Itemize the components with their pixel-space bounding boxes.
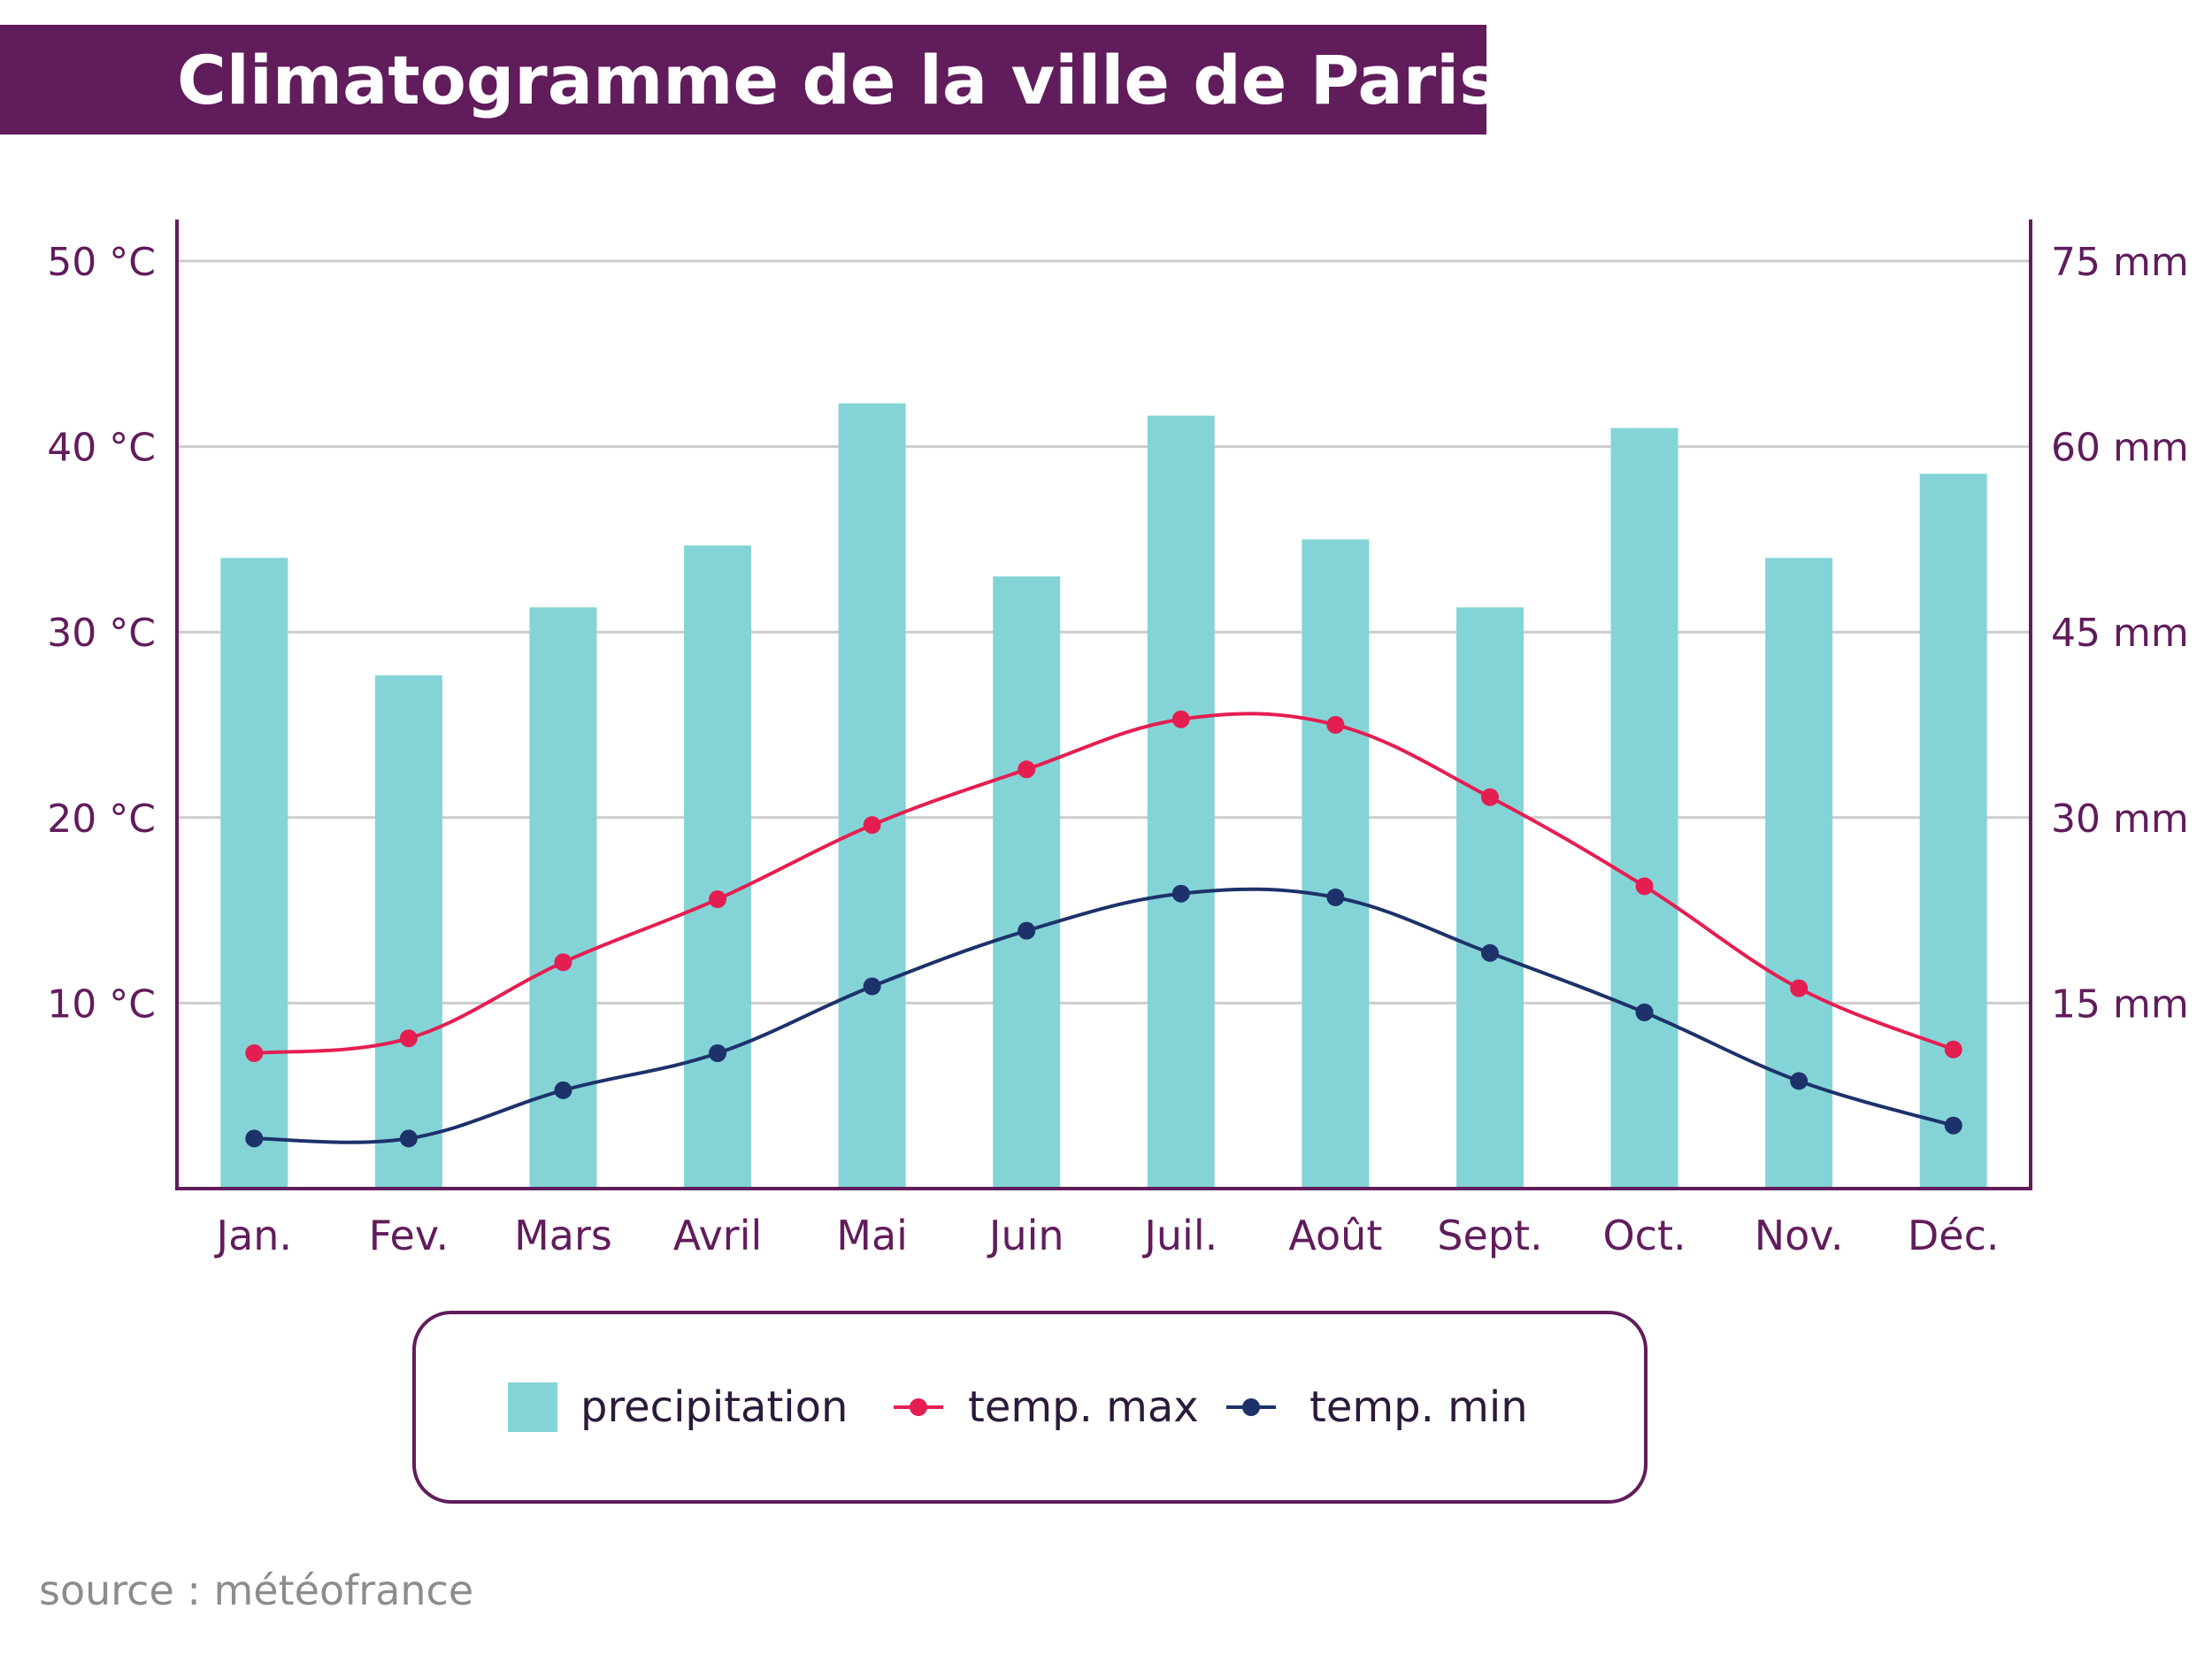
x-tick-label: Déc. — [1908, 1212, 2000, 1259]
x-tick-label: Août — [1288, 1212, 1382, 1259]
temp-min-line — [254, 887, 1955, 1144]
temp-max-point — [863, 816, 881, 835]
precipitation-bar — [993, 576, 1061, 1189]
x-tick-label: Avril — [673, 1212, 762, 1259]
x-tick-label: Oct. — [1602, 1212, 1686, 1259]
legend-temp-max-label: temp. max — [968, 1382, 1199, 1432]
temp-min-point — [399, 1129, 418, 1148]
temp-max-point — [1326, 716, 1345, 734]
x-tick-label: Sept. — [1437, 1212, 1542, 1259]
temp-max-point — [1944, 1040, 1962, 1058]
temp-max-point — [399, 1029, 418, 1048]
temp-min-point — [1326, 888, 1345, 906]
precipitation-bar — [1302, 539, 1370, 1189]
precipitation-bar — [1610, 427, 1678, 1189]
temp-max-point — [1635, 877, 1654, 896]
precipitation-bar — [374, 675, 442, 1189]
precipitation-bar — [1919, 473, 1987, 1189]
temp-min-point — [554, 1081, 572, 1099]
temp-max-point — [554, 953, 572, 972]
left-tick-label: 10 °C — [47, 981, 156, 1027]
temp-min-point — [1171, 884, 1190, 903]
left-tick-label: 30 °C — [47, 611, 156, 656]
precipitation-bar — [529, 607, 597, 1189]
legend-precipitation-swatch — [508, 1382, 557, 1432]
left-tick-label: 50 °C — [47, 240, 156, 285]
right-tick-label: 15 mm — [2051, 981, 2189, 1027]
legend-temp-max-marker — [910, 1398, 927, 1416]
precipitation-bar — [1765, 558, 1833, 1189]
right-tick-label: 30 mm — [2051, 797, 2189, 842]
x-tick-label: Jan. — [214, 1212, 293, 1259]
legend-precipitation-label: precipitation — [580, 1382, 848, 1432]
x-tick-label: Juin — [987, 1212, 1064, 1259]
temp-min-point — [1018, 921, 1036, 940]
precipitation-bar — [220, 558, 288, 1189]
temp-max-point — [1171, 710, 1190, 728]
precipitation-bar — [684, 545, 752, 1189]
temp-min-point — [1635, 1003, 1654, 1021]
right-tick-label: 45 mm — [2051, 611, 2189, 656]
precipitation-bar — [1147, 415, 1215, 1189]
temp-min-point — [863, 977, 881, 996]
legend-temp-min-label: temp. min — [1310, 1382, 1528, 1432]
source-note: source : météofrance — [39, 1566, 474, 1614]
temp-min-point — [245, 1129, 264, 1148]
temp-min-point — [709, 1043, 727, 1062]
left-tick-label: 40 °C — [47, 426, 156, 471]
temp-min-point — [1944, 1116, 1962, 1135]
right-tick-label: 60 mm — [2051, 426, 2189, 471]
x-tick-label: Fev. — [369, 1212, 449, 1259]
precipitation-bar — [838, 403, 906, 1189]
precipitation-bar — [1455, 607, 1524, 1189]
temp-max-point — [1018, 760, 1036, 779]
legend-temp-min-marker — [1242, 1398, 1260, 1416]
temp-max-point — [1790, 979, 1809, 997]
x-tick-label: Mars — [514, 1212, 612, 1259]
legend-box — [412, 1311, 1647, 1504]
title-banner: Climatogramme de la ville de Paris — [0, 25, 1499, 135]
left-tick-label: 20 °C — [47, 797, 156, 842]
temp-max-line — [254, 712, 1955, 1055]
temp-max-point — [245, 1043, 264, 1062]
temp-max-point — [1480, 788, 1499, 806]
right-tick-label: 75 mm — [2051, 240, 2189, 285]
temp-min-point — [1790, 1072, 1809, 1090]
x-tick-label: Mai — [836, 1212, 908, 1259]
chart-title: Climatogramme de la ville de Paris — [177, 40, 1500, 119]
temp-max-point — [709, 890, 727, 909]
x-tick-label: Juil. — [1141, 1212, 1217, 1259]
temp-min-point — [1480, 943, 1499, 962]
x-tick-label: Nov. — [1755, 1212, 1844, 1259]
